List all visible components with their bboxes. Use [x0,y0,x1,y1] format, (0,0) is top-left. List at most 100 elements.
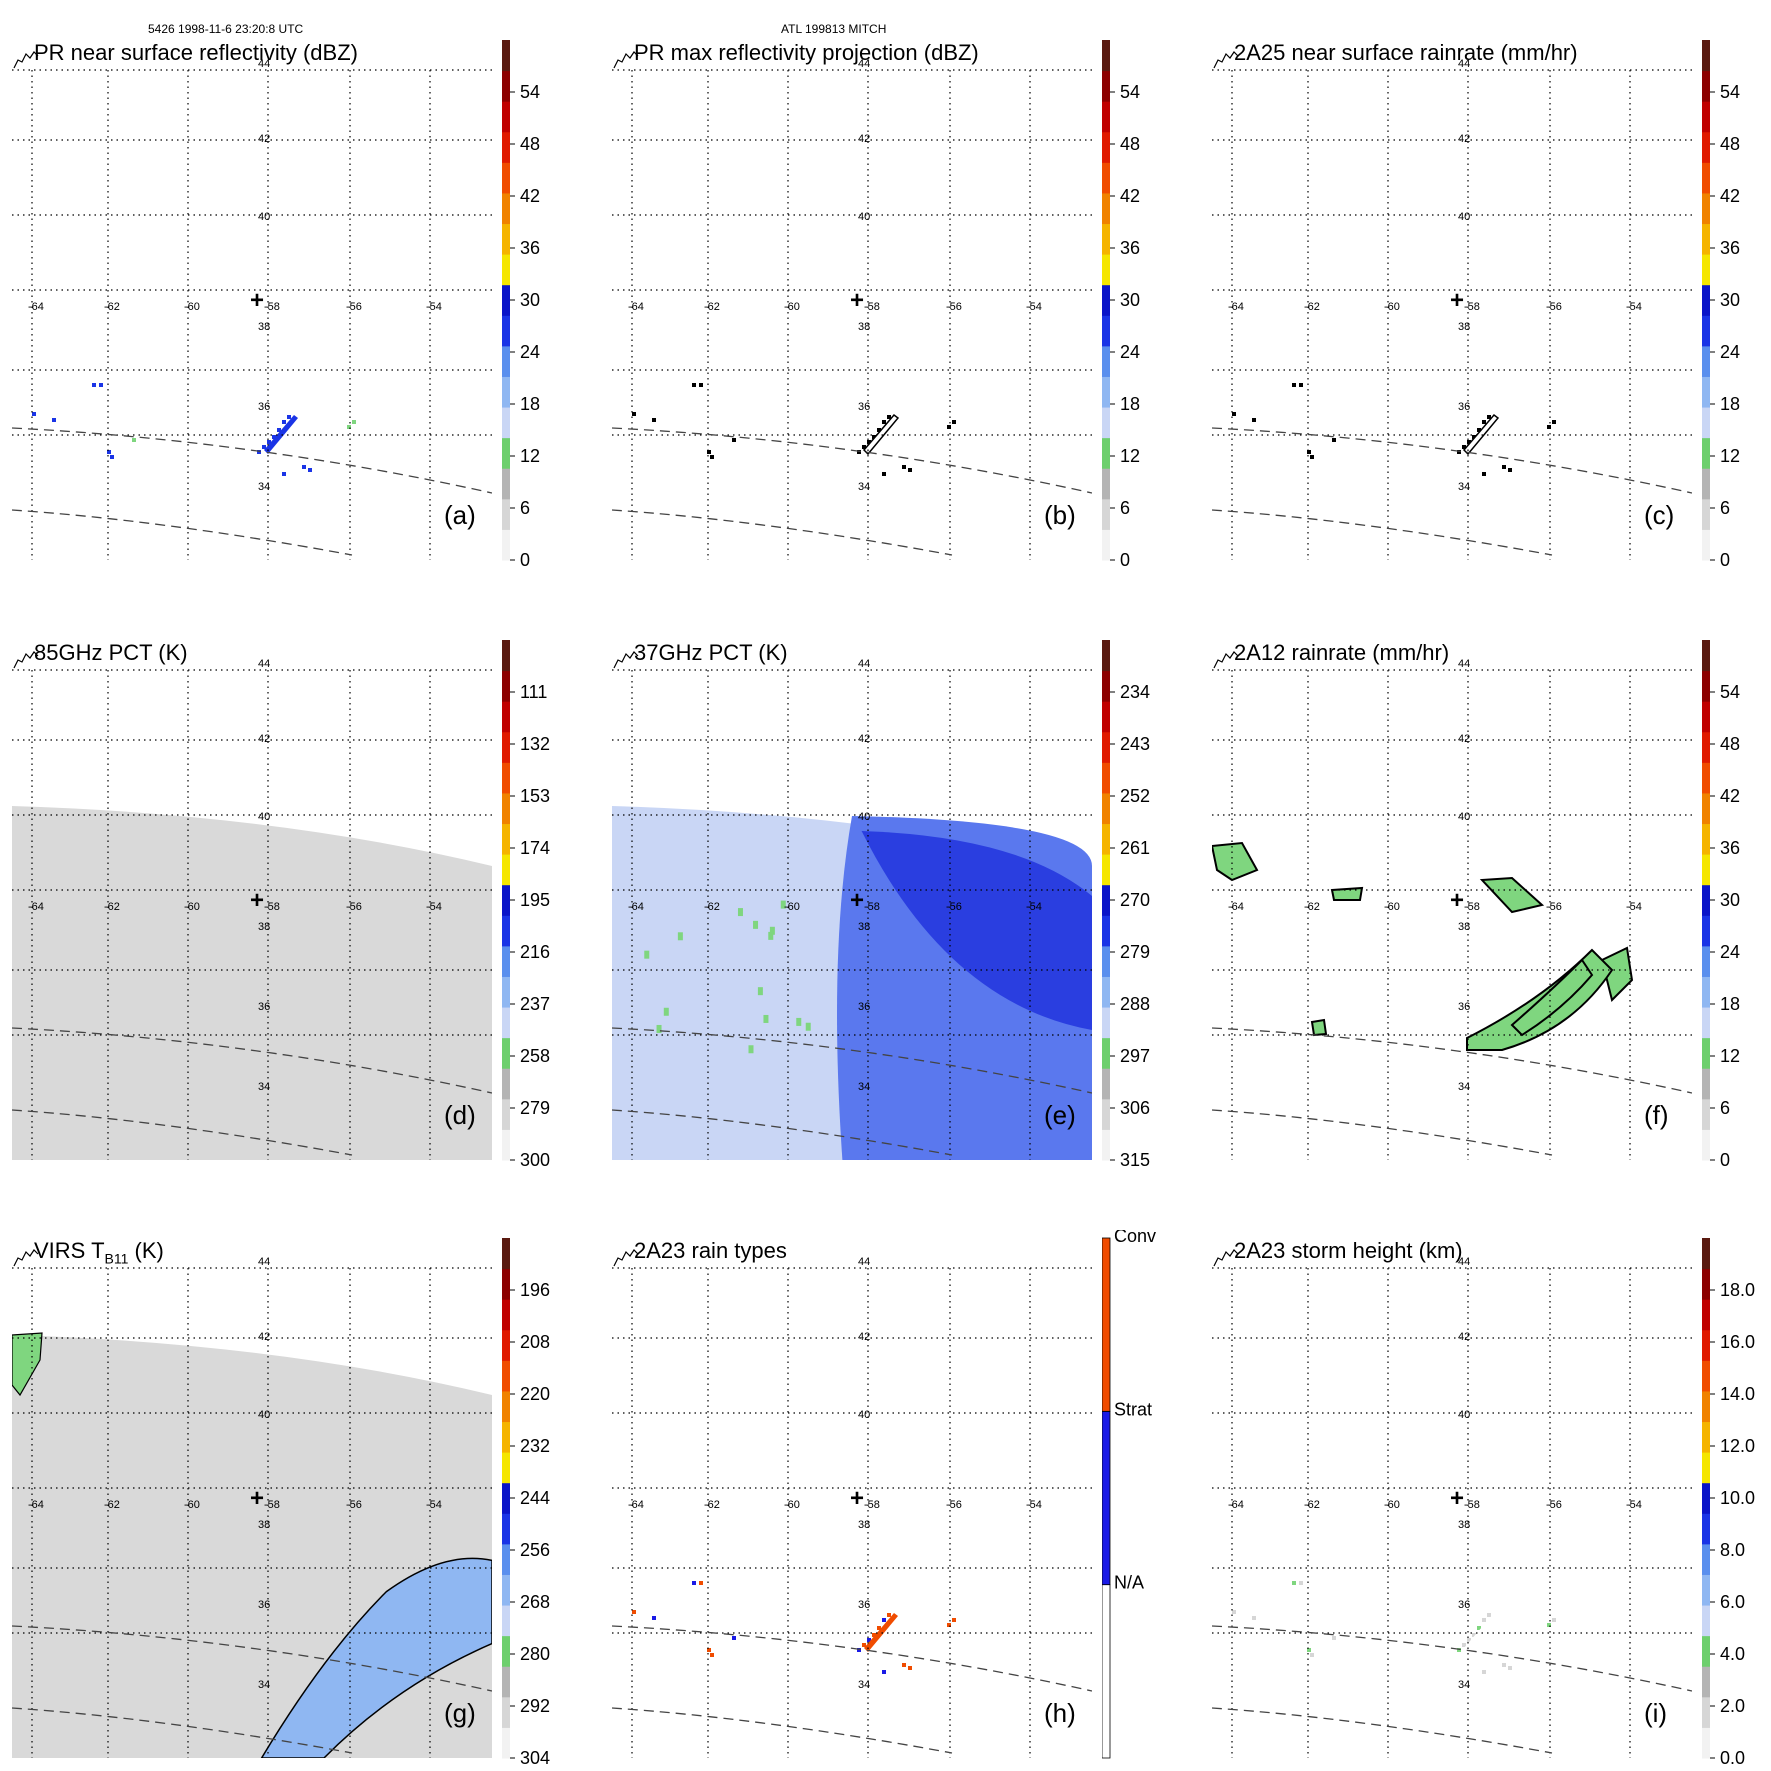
lon-label: -58 [1464,901,1480,913]
rain-band [1464,1613,1498,1652]
colorbar-swatch [1702,1360,1710,1392]
rain-pixel [1232,412,1236,416]
colorbar-swatch [502,1390,510,1423]
lat-label: 38 [858,1519,870,1531]
lon-label: -64 [28,901,44,913]
rain-pixel [1457,450,1461,454]
rain-pixel [1482,1618,1486,1622]
rain-pixel [1477,1626,1481,1630]
colorbar-swatch [502,498,510,530]
rain-pixel [1232,1610,1236,1614]
panel-label-g: (g) [444,1698,476,1728]
colorbar-swatch [502,162,510,194]
panel-a: -64 -62 -60 -58 -56 -54 44 42 40 38 36 34 + PR near s… [12,40,572,570]
lon-label: -54 [426,1499,442,1511]
colorbar-label: 258 [520,1046,550,1066]
storm-center-marker: + [1450,287,1464,314]
colorbar-label: 42 [520,186,540,206]
colorbar-swatch [1702,131,1710,163]
lat-label: 36 [258,1001,270,1013]
colorbar-swatch [1102,640,1110,672]
colorbar-swatch [1702,529,1710,561]
lon-label: -60 [1384,1499,1400,1511]
rain-pixel [1472,1633,1476,1637]
lat-label: 44 [1458,58,1470,70]
coastline [613,51,639,69]
lon-label: -60 [184,901,200,913]
swath-edge-north [1212,1625,1692,1692]
panel-title-suffix: (K) [128,1238,164,1263]
colorbar-label: 208 [520,1332,550,1352]
colorbar-label: 10.0 [1720,1488,1755,1508]
rain-pixel [732,438,736,442]
colorbar-swatch [502,854,510,886]
lat-label: 36 [858,1001,870,1013]
colorbar-swatch [502,1482,510,1514]
lat-label: 40 [1458,811,1470,823]
lon-label: -54 [426,901,442,913]
rain-pixel [857,1648,861,1652]
colorbar-swatch [1702,1574,1710,1606]
rain-pixel [652,1616,656,1620]
colorbar-swatch [1702,407,1710,439]
lon-label: -56 [346,301,362,313]
colorbar-swatch [1702,468,1710,500]
colorbar-swatch [1702,884,1710,916]
colorbar-swatch [1702,976,1710,1008]
colorbar-swatch [1102,40,1110,72]
header-orbit-time: 5426 1998-11-6 23:20:8 UTC [148,22,304,36]
lat-label: 34 [258,1081,270,1093]
warm-region [12,1332,43,1397]
colorbar-swatch [502,1098,510,1130]
colorbar-swatch [502,1068,510,1100]
panel-label-a: (a) [444,500,476,530]
storm-center-marker: + [250,287,264,314]
lon-label: -58 [1464,1499,1480,1511]
rain-band [864,1613,898,1652]
lat-label: 34 [858,1679,870,1691]
colorbar-label: 54 [520,82,540,102]
colorbar-label: 18 [520,394,540,414]
lat-label: 36 [1458,1599,1470,1611]
rain-pixel [282,472,286,476]
colorbar-swatch [1702,254,1710,286]
colorbar-swatch [1102,284,1110,316]
panel-label-b: (b) [1044,500,1076,530]
colorbar-swatch [502,345,510,377]
rain-pixel [652,418,656,422]
colorbar-label: Conv [1114,1230,1156,1246]
colorbar-swatch [502,1007,510,1039]
colorbar-label: 6 [1720,1098,1730,1118]
swath-edge-north [12,1027,492,1094]
rain-pixel [902,1663,906,1667]
lon-label: -64 [1228,301,1244,313]
rain-cell [1212,841,1259,882]
colorbar-label: N/A [1114,1573,1144,1593]
green-pixel [768,931,774,940]
rain-pixel [872,435,876,439]
colorbar-swatch [1702,315,1710,347]
rain-pixel [287,415,291,419]
lon-label: -56 [346,1499,362,1511]
colorbar-swatch [502,1452,510,1484]
rain-pixel [107,450,111,454]
rain-pixel [1552,1618,1556,1622]
swath-edge-south [612,1109,953,1156]
colorbar-swatch [1102,254,1110,286]
storm-center-marker: + [850,1485,864,1512]
lon-label: -58 [864,1499,880,1511]
map-e: -64 -62 -60 -58 -56 -54 44 42 40 38 36 34 + [612,651,1092,1160]
colorbar-label: 0.0 [1720,1748,1745,1768]
colorbar-swatch [502,640,510,672]
colorbar-swatch [502,976,510,1008]
lon-label: -58 [264,901,280,913]
panel-title-h: 2A23 rain types [634,1238,787,1264]
colorbar-label: 6 [520,498,530,518]
lon-label: -62 [704,1499,720,1511]
panel-title-text: PR max reflectivity projection (dBZ) [634,40,979,65]
colorbar-label: 8.0 [1720,1540,1745,1560]
colorbar-label: 24 [1720,942,1740,962]
rain-pixel [277,428,281,432]
colorbar-swatch [1102,376,1110,408]
colorbar-label: 30 [520,290,540,310]
